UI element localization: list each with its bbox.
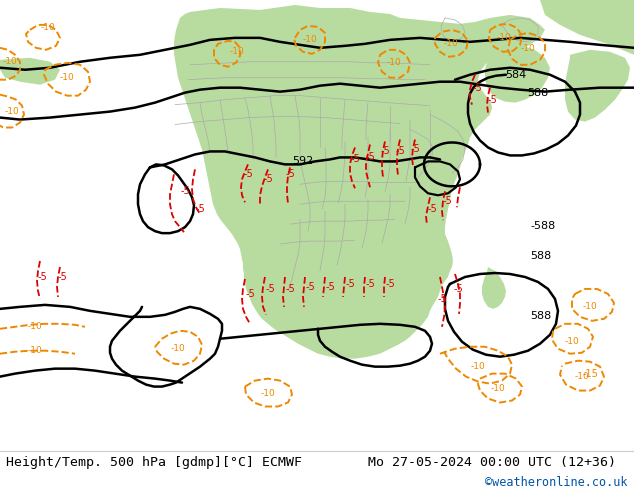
Text: -5: -5 [195, 204, 205, 214]
Text: -5: -5 [305, 282, 315, 292]
Text: -10: -10 [574, 372, 590, 381]
Text: -5: -5 [427, 204, 437, 214]
Text: -10: -10 [41, 24, 55, 32]
Text: -10: -10 [583, 302, 597, 311]
Text: -5: -5 [365, 279, 375, 289]
Text: -5: -5 [472, 83, 482, 93]
Text: 588: 588 [530, 251, 551, 261]
Polygon shape [482, 267, 506, 309]
Text: 592: 592 [292, 156, 313, 167]
Text: -5: -5 [243, 170, 253, 179]
Text: 588: 588 [527, 88, 548, 98]
Text: -5: -5 [345, 279, 355, 289]
Text: -10: -10 [444, 39, 458, 49]
Text: -10: -10 [302, 35, 318, 45]
Text: -5: -5 [410, 145, 420, 154]
Text: -5: -5 [385, 279, 395, 289]
Text: Height/Temp. 500 hPa [gdmp][°C] ECMWF: Height/Temp. 500 hPa [gdmp][°C] ECMWF [6, 456, 302, 469]
Text: -5: -5 [442, 196, 452, 206]
Text: -10: -10 [565, 337, 579, 346]
Text: -10: -10 [230, 48, 244, 56]
Polygon shape [0, 58, 60, 85]
Text: -15: -15 [582, 368, 598, 379]
Text: -5: -5 [285, 284, 295, 294]
Text: -5: -5 [437, 294, 447, 304]
Text: -5: -5 [487, 95, 497, 105]
Polygon shape [174, 5, 545, 359]
Text: -10: -10 [28, 346, 42, 355]
Text: -10: -10 [387, 58, 401, 67]
Text: -5: -5 [380, 147, 390, 156]
Text: -10: -10 [3, 57, 17, 66]
Text: -10: -10 [171, 344, 185, 353]
Text: -5: -5 [265, 284, 275, 294]
Polygon shape [540, 0, 634, 55]
Text: -5: -5 [37, 272, 47, 282]
Text: Mo 27-05-2024 00:00 UTC (12+36): Mo 27-05-2024 00:00 UTC (12+36) [368, 456, 616, 469]
Text: 588: 588 [530, 311, 551, 321]
Text: -5: -5 [365, 152, 375, 162]
Text: -5: -5 [395, 147, 405, 156]
Text: -5: -5 [57, 272, 67, 282]
Text: -5: -5 [285, 170, 295, 179]
Text: -10: -10 [4, 107, 20, 116]
Text: -5: -5 [245, 289, 255, 299]
Text: -10: -10 [261, 389, 275, 398]
Text: -5: -5 [453, 284, 463, 294]
Text: -10: -10 [491, 384, 505, 393]
Text: -10: -10 [28, 322, 42, 331]
Text: -10: -10 [496, 33, 512, 42]
Text: -5: -5 [325, 282, 335, 292]
Polygon shape [565, 50, 630, 122]
Text: -5: -5 [350, 154, 360, 165]
Text: 584: 584 [505, 70, 526, 80]
Text: -5: -5 [263, 174, 273, 184]
Text: ©weatheronline.co.uk: ©weatheronline.co.uk [485, 476, 628, 489]
Text: -10: -10 [470, 362, 486, 371]
Polygon shape [485, 45, 550, 102]
Text: -10: -10 [521, 44, 535, 53]
Text: -588: -588 [530, 221, 555, 231]
Text: -10: -10 [60, 73, 74, 82]
Text: -5: -5 [180, 186, 190, 196]
